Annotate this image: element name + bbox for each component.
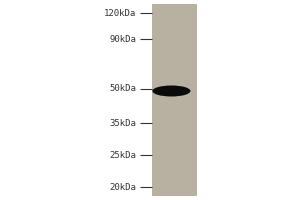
Bar [152, 4, 196, 196]
Text: 35kDa: 35kDa [110, 118, 136, 128]
Text: 50kDa: 50kDa [110, 84, 136, 93]
Ellipse shape [152, 85, 190, 97]
Text: 20kDa: 20kDa [110, 182, 136, 192]
Text: 90kDa: 90kDa [110, 34, 136, 44]
Text: 25kDa: 25kDa [110, 150, 136, 160]
Text: 120kDa: 120kDa [104, 8, 136, 18]
